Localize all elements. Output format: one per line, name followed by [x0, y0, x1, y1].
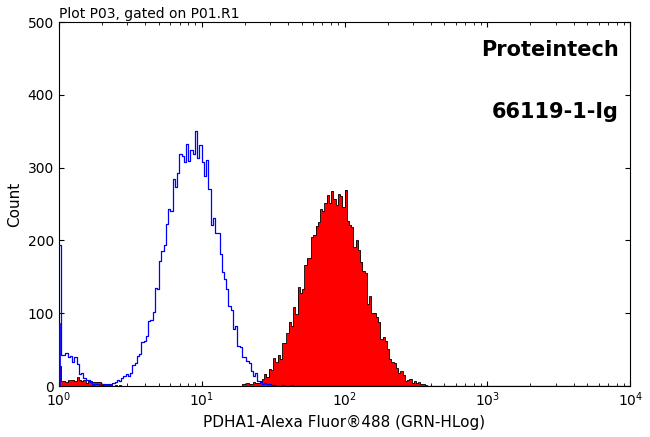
Text: 66119-1-Ig: 66119-1-Ig — [492, 102, 619, 122]
Text: Proteintech: Proteintech — [481, 40, 619, 60]
Y-axis label: Count: Count — [7, 181, 22, 227]
X-axis label: PDHA1-Alexa Fluor®488 (GRN-HLog): PDHA1-Alexa Fluor®488 (GRN-HLog) — [203, 415, 486, 430]
Text: Plot P03, gated on P01.R1: Plot P03, gated on P01.R1 — [58, 7, 239, 21]
